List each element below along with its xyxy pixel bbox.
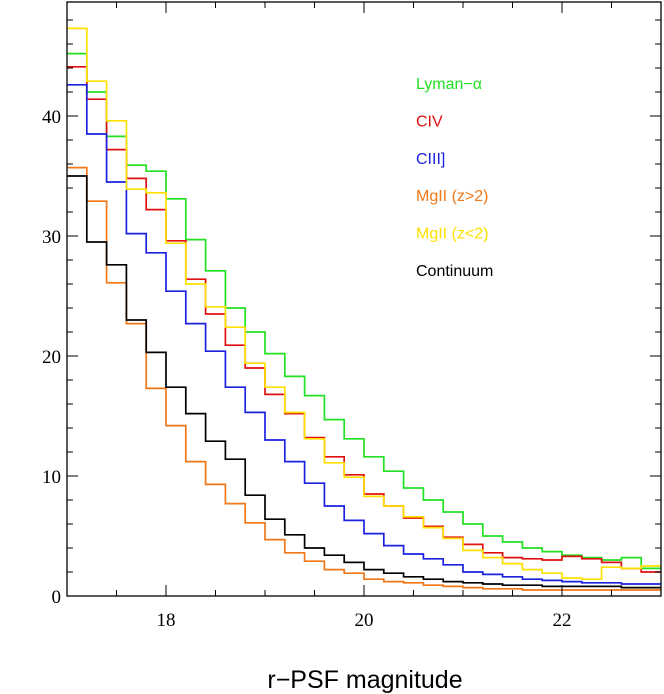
- y-tick-label: 40: [42, 107, 61, 128]
- y-tick-label: 10: [42, 467, 61, 488]
- legend-entry: MgII (z>2): [416, 188, 488, 205]
- y-tick-label: 30: [42, 227, 61, 248]
- series-layer: [67, 27, 661, 591]
- tick-labels-layer: 18 20 22 0 10 20 30 40: [42, 107, 572, 631]
- x-tick-label: 18: [157, 610, 176, 631]
- x-tick-label: 20: [355, 610, 374, 631]
- series-line-mgii-z-2: [67, 27, 661, 581]
- legend-entry: MgII (z<2): [416, 226, 488, 243]
- legend-entry: CIV: [416, 113, 443, 130]
- plot-frame: [66, 1, 662, 597]
- series-line-mgii-z-2: [67, 166, 661, 591]
- legend: Lyman−α CIV CIII] MgII (z>2) MgII (z<2) Conti…: [416, 76, 493, 280]
- y-tick-label: 0: [52, 587, 62, 608]
- legend-entry: Continuum: [416, 263, 493, 280]
- x-tick-label: 22: [553, 610, 572, 631]
- y-tick-label: 20: [42, 347, 61, 368]
- legend-entry: Lyman−α: [416, 76, 482, 93]
- ticks-layer: [67, 2, 661, 596]
- series-line-continuum: [67, 175, 661, 589]
- series-line-ciii: [67, 83, 661, 585]
- legend-entry: CIII]: [416, 151, 445, 168]
- x-axis-title: r−PSF magnitude: [267, 666, 462, 694]
